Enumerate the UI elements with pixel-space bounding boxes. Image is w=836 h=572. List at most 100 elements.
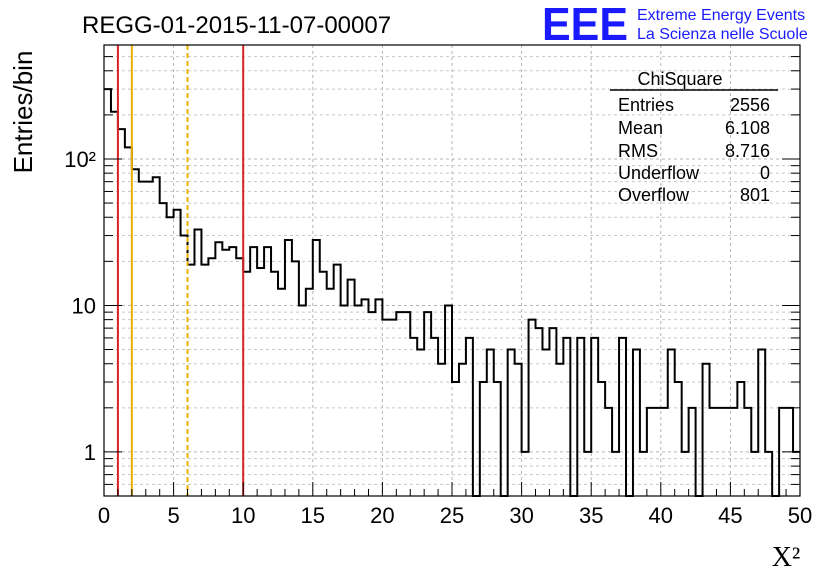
run-title: REGG-01-2015-11-07-00007: [82, 12, 391, 39]
histogram-bin: [271, 272, 278, 496]
x-tick-label: 45: [718, 503, 742, 528]
x-tick-label: 5: [167, 503, 179, 528]
histogram-bin: [723, 408, 730, 496]
y-axis: 1 10 10²: [64, 44, 800, 497]
stats-title: ChiSquare: [637, 69, 722, 89]
histogram: [104, 88, 800, 497]
histogram-bin: [160, 203, 167, 496]
stats-value-underflow: 0: [760, 163, 770, 183]
stats-value-rms: 8.716: [725, 141, 770, 161]
histogram-bin: [605, 408, 612, 496]
histogram-bin: [710, 408, 717, 496]
histogram-bin: [215, 242, 222, 496]
histogram-bin: [758, 350, 765, 496]
histogram-bin: [299, 305, 306, 496]
stats-label-entries: Entries: [618, 95, 674, 115]
histogram-bin: [563, 338, 570, 496]
histogram-bin: [522, 452, 529, 496]
histogram-bin: [751, 452, 758, 496]
histogram-bin: [201, 265, 208, 496]
histogram-bin: [445, 305, 452, 496]
histogram-bin: [598, 382, 605, 496]
histogram-bin: [612, 452, 619, 496]
histogram-bin: [188, 265, 195, 496]
histogram-bin: [640, 452, 647, 496]
histogram-bin: [250, 247, 257, 496]
eee-logo: EEE Extreme Energy Events La Scienza nel…: [542, 0, 808, 50]
histogram-bin: [153, 177, 160, 496]
stats-label-underflow: Underflow: [618, 163, 700, 183]
histogram-bin: [459, 364, 466, 496]
x-tick-label: 40: [649, 503, 673, 528]
histogram-bin: [515, 364, 522, 496]
histogram-bin: [466, 338, 473, 496]
histogram-bin: [703, 364, 710, 496]
histogram-bin: [278, 289, 285, 496]
stats-value-entries: 2556: [730, 95, 770, 115]
histogram-bin: [382, 320, 389, 496]
stats-label-overflow: Overflow: [618, 185, 690, 205]
histogram-bin: [243, 272, 250, 496]
histogram-bin: [257, 268, 264, 496]
histogram-bin: [668, 350, 675, 496]
histogram-bin: [146, 182, 153, 496]
histogram-bin: [222, 250, 229, 496]
logo-line1: Extreme Energy Events: [637, 7, 805, 24]
histogram-bin: [730, 408, 737, 496]
histogram-bin: [264, 247, 271, 496]
stats-value-overflow: 801: [740, 185, 770, 205]
histogram-bin: [417, 350, 424, 496]
histogram-bin: [452, 382, 459, 496]
histogram-bin: [619, 338, 626, 496]
histogram-bin: [508, 350, 515, 496]
x-tick-label: 25: [440, 503, 464, 528]
x-axis-label: X²: [772, 542, 801, 572]
histogram-bin: [675, 382, 682, 496]
histogram-bin: [320, 272, 327, 496]
histogram-bin: [368, 312, 375, 496]
histogram-bin: [661, 408, 668, 496]
histogram-bin: [737, 382, 744, 496]
histogram-bin: [410, 338, 417, 496]
histogram-bin: [348, 280, 355, 496]
stats-value-mean: 6.108: [725, 118, 770, 138]
histogram-bin: [285, 240, 292, 496]
histogram-bin: [584, 452, 591, 496]
histogram-bin: [431, 338, 438, 496]
histogram-bin: [403, 312, 410, 496]
histogram-bin: [647, 408, 654, 496]
x-tick-label: 10: [231, 503, 255, 528]
histogram-bin: [327, 289, 334, 496]
histogram-bin: [494, 382, 501, 496]
y-axis-label: Entries/bin: [8, 51, 38, 174]
histogram-outline: [104, 88, 800, 497]
grid: [104, 44, 800, 497]
histogram-bin: [292, 261, 299, 496]
histogram-bin: [689, 408, 696, 496]
logo-letters: EEE: [542, 0, 628, 50]
histogram-bin: [341, 305, 348, 496]
x-tick-label: 15: [301, 503, 325, 528]
histogram-bin: [229, 247, 236, 496]
histogram-bin: [167, 217, 174, 496]
histogram-bin: [716, 408, 723, 496]
histogram-bin: [139, 182, 146, 496]
histogram-bin: [424, 312, 431, 496]
histogram-bin: [313, 240, 320, 496]
histogram-bin: [549, 328, 556, 496]
histogram-bin: [633, 350, 640, 496]
stats-box: ChiSquare Entries 2556 Mean 6.108 RMS 8.…: [610, 69, 778, 205]
histogram-bin: [480, 382, 487, 496]
x-tick-label: 35: [579, 503, 603, 528]
histogram-bin: [208, 258, 215, 496]
histogram-bin: [194, 229, 201, 496]
histogram-bin: [591, 338, 598, 496]
histogram-bin: [682, 452, 689, 496]
histogram-bin: [104, 89, 111, 496]
histogram-bin: [132, 169, 139, 496]
histogram-bin: [654, 408, 661, 496]
stats-label-rms: RMS: [618, 141, 658, 161]
y-tick-label: 10²: [64, 147, 96, 172]
histogram-bin: [536, 328, 543, 496]
